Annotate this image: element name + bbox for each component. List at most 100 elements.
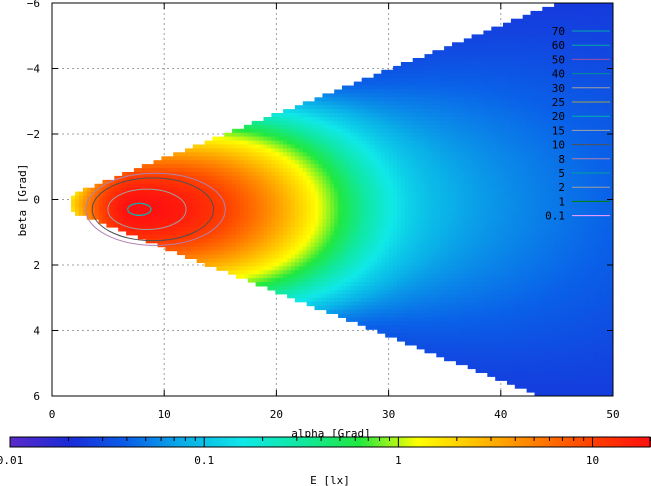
field-cell	[479, 54, 484, 59]
field-cell	[361, 207, 367, 212]
field-cell	[400, 301, 406, 307]
field-cell	[236, 168, 241, 173]
field-cell	[404, 282, 410, 287]
field-cell	[424, 305, 429, 311]
field-cell	[334, 97, 339, 102]
field-cell	[404, 219, 410, 224]
field-cell	[208, 215, 213, 220]
field-cell	[408, 215, 414, 220]
field-cell	[424, 89, 429, 94]
field-cell	[373, 105, 378, 110]
field-cell	[452, 286, 457, 291]
field-cell	[279, 250, 284, 256]
field-cell	[130, 183, 135, 189]
field-cell	[271, 207, 276, 212]
field-cell	[302, 195, 308, 201]
field-cell	[338, 124, 343, 130]
field-cell	[275, 227, 280, 232]
field-cell	[279, 187, 284, 193]
field-cell	[459, 223, 465, 228]
field-cell	[271, 230, 276, 236]
field-cell	[397, 93, 402, 98]
field-cell	[330, 164, 335, 169]
field-cell	[412, 246, 418, 252]
field-cell	[385, 183, 390, 189]
field-cell	[416, 246, 422, 252]
field-cell	[216, 215, 221, 220]
field-cell	[342, 117, 347, 122]
field-cell	[161, 191, 166, 197]
field-cell	[291, 238, 296, 244]
field-cell	[153, 179, 158, 185]
field-cell	[102, 191, 107, 197]
field-cell	[98, 215, 104, 220]
field-cell	[452, 325, 457, 330]
field-cell	[291, 270, 296, 275]
field-cell	[279, 203, 284, 208]
field-cell	[294, 286, 300, 291]
field-cell	[459, 313, 465, 318]
field-cell	[448, 282, 453, 287]
field-cell	[306, 262, 312, 267]
field-cell	[291, 128, 296, 134]
field-cell	[271, 203, 276, 208]
field-cell	[165, 238, 170, 244]
field-cell	[373, 219, 378, 224]
field-cell	[455, 81, 461, 87]
field-cell	[208, 199, 213, 204]
field-cell	[302, 207, 308, 212]
field-cell	[181, 203, 186, 208]
field-cell	[412, 321, 418, 326]
field-cell	[463, 172, 469, 177]
field-cell	[475, 254, 481, 259]
field-cell	[353, 203, 359, 208]
field-cell	[463, 325, 469, 330]
field-cell	[247, 230, 253, 236]
field-cell	[408, 120, 414, 126]
field-cell	[444, 160, 449, 165]
field-cell	[330, 211, 335, 216]
field-cell	[432, 293, 437, 299]
field-cell	[369, 187, 374, 193]
field-cell	[479, 219, 484, 224]
field-cell	[424, 175, 429, 181]
field-cell	[298, 238, 304, 244]
field-cell	[455, 140, 461, 146]
field-cell	[275, 164, 280, 169]
field-cell	[444, 105, 449, 110]
field-cell	[373, 274, 378, 279]
field-cell	[255, 282, 261, 287]
field-cell	[400, 65, 406, 71]
field-cell	[302, 242, 308, 248]
field-cell	[475, 89, 481, 94]
field-cell	[330, 215, 335, 220]
field-cell	[408, 140, 414, 146]
field-cell	[330, 175, 335, 181]
field-cell	[322, 97, 327, 102]
field-cell	[436, 172, 441, 177]
field-cell	[416, 132, 422, 138]
field-cell	[259, 246, 265, 252]
field-cell	[397, 191, 402, 197]
field-cell	[424, 168, 429, 173]
field-cell	[169, 195, 174, 201]
field-cell	[357, 215, 363, 220]
field-cell	[322, 297, 327, 303]
field-cell	[236, 274, 241, 279]
field-cell	[283, 203, 288, 208]
field-cell	[353, 81, 359, 87]
field-cell	[416, 230, 422, 236]
field-cell	[314, 164, 319, 169]
field-cell	[161, 211, 166, 216]
field-cell	[310, 227, 316, 232]
field-cell	[279, 282, 284, 287]
field-cell	[404, 341, 410, 346]
field-cell	[444, 77, 449, 83]
field-cell	[326, 128, 331, 134]
field-cell	[420, 105, 426, 110]
field-cell	[377, 73, 382, 79]
field-cell	[436, 227, 441, 232]
field-cell	[318, 179, 323, 185]
field-cell	[192, 242, 198, 248]
field-cell	[255, 258, 261, 263]
